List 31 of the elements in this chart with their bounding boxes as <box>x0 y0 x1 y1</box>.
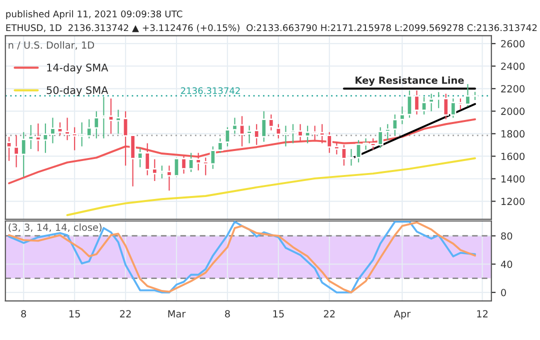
y-tick-label: 2200 <box>501 85 525 92</box>
chart-title: ETHUSD, 1D 2136.313742 ▲ +3.112476 (+0.15%) O:2133.663790 H:2171.215978 L:2099.569278 C:2136.313742 <box>6 24 537 32</box>
x-tick-label: 22 <box>324 310 335 318</box>
line-series <box>66 157 476 216</box>
x-tick-label: 15 <box>273 310 284 318</box>
line-series <box>8 221 476 294</box>
y-tick-label: 1800 <box>501 130 525 138</box>
x-tick-label: 8 <box>21 310 26 318</box>
text: n / U.S. Dollar, 1D <box>8 41 94 50</box>
x-tick-label: 22 <box>120 310 131 318</box>
annotation: Key Resistance Line <box>356 76 464 86</box>
legend-label: 14-day SMA <box>47 63 108 74</box>
x-tick-label: 8 <box>225 310 230 318</box>
y-tick-label: 80 <box>501 232 512 240</box>
y-tick-label: 1400 <box>501 175 525 183</box>
x-tick-label: 15 <box>69 310 80 318</box>
chart-title: (3, 3, 14, 14, close) <box>8 223 102 232</box>
x-tick-label: Mar <box>168 310 186 318</box>
text: published April 11, 2021 09:09:38 UTC <box>6 10 182 20</box>
legend-label: 50-day SMA <box>46 86 108 96</box>
y-tick-label: 40 <box>500 260 512 268</box>
y-tick-label: 2600 <box>501 40 525 48</box>
line-series <box>8 118 476 184</box>
y-tick-label: 2400 <box>501 62 525 70</box>
y-tick-label: 1200 <box>501 198 525 206</box>
x-tick-label: 12 <box>477 310 488 318</box>
ref-line-label: 2136.313742 <box>181 87 240 94</box>
x-tick-label: Apr <box>394 310 411 320</box>
y-tick-label: 1600 <box>501 152 525 160</box>
y-tick-label: 0 <box>501 288 506 296</box>
y-tick-label: 2000 <box>501 108 525 115</box>
